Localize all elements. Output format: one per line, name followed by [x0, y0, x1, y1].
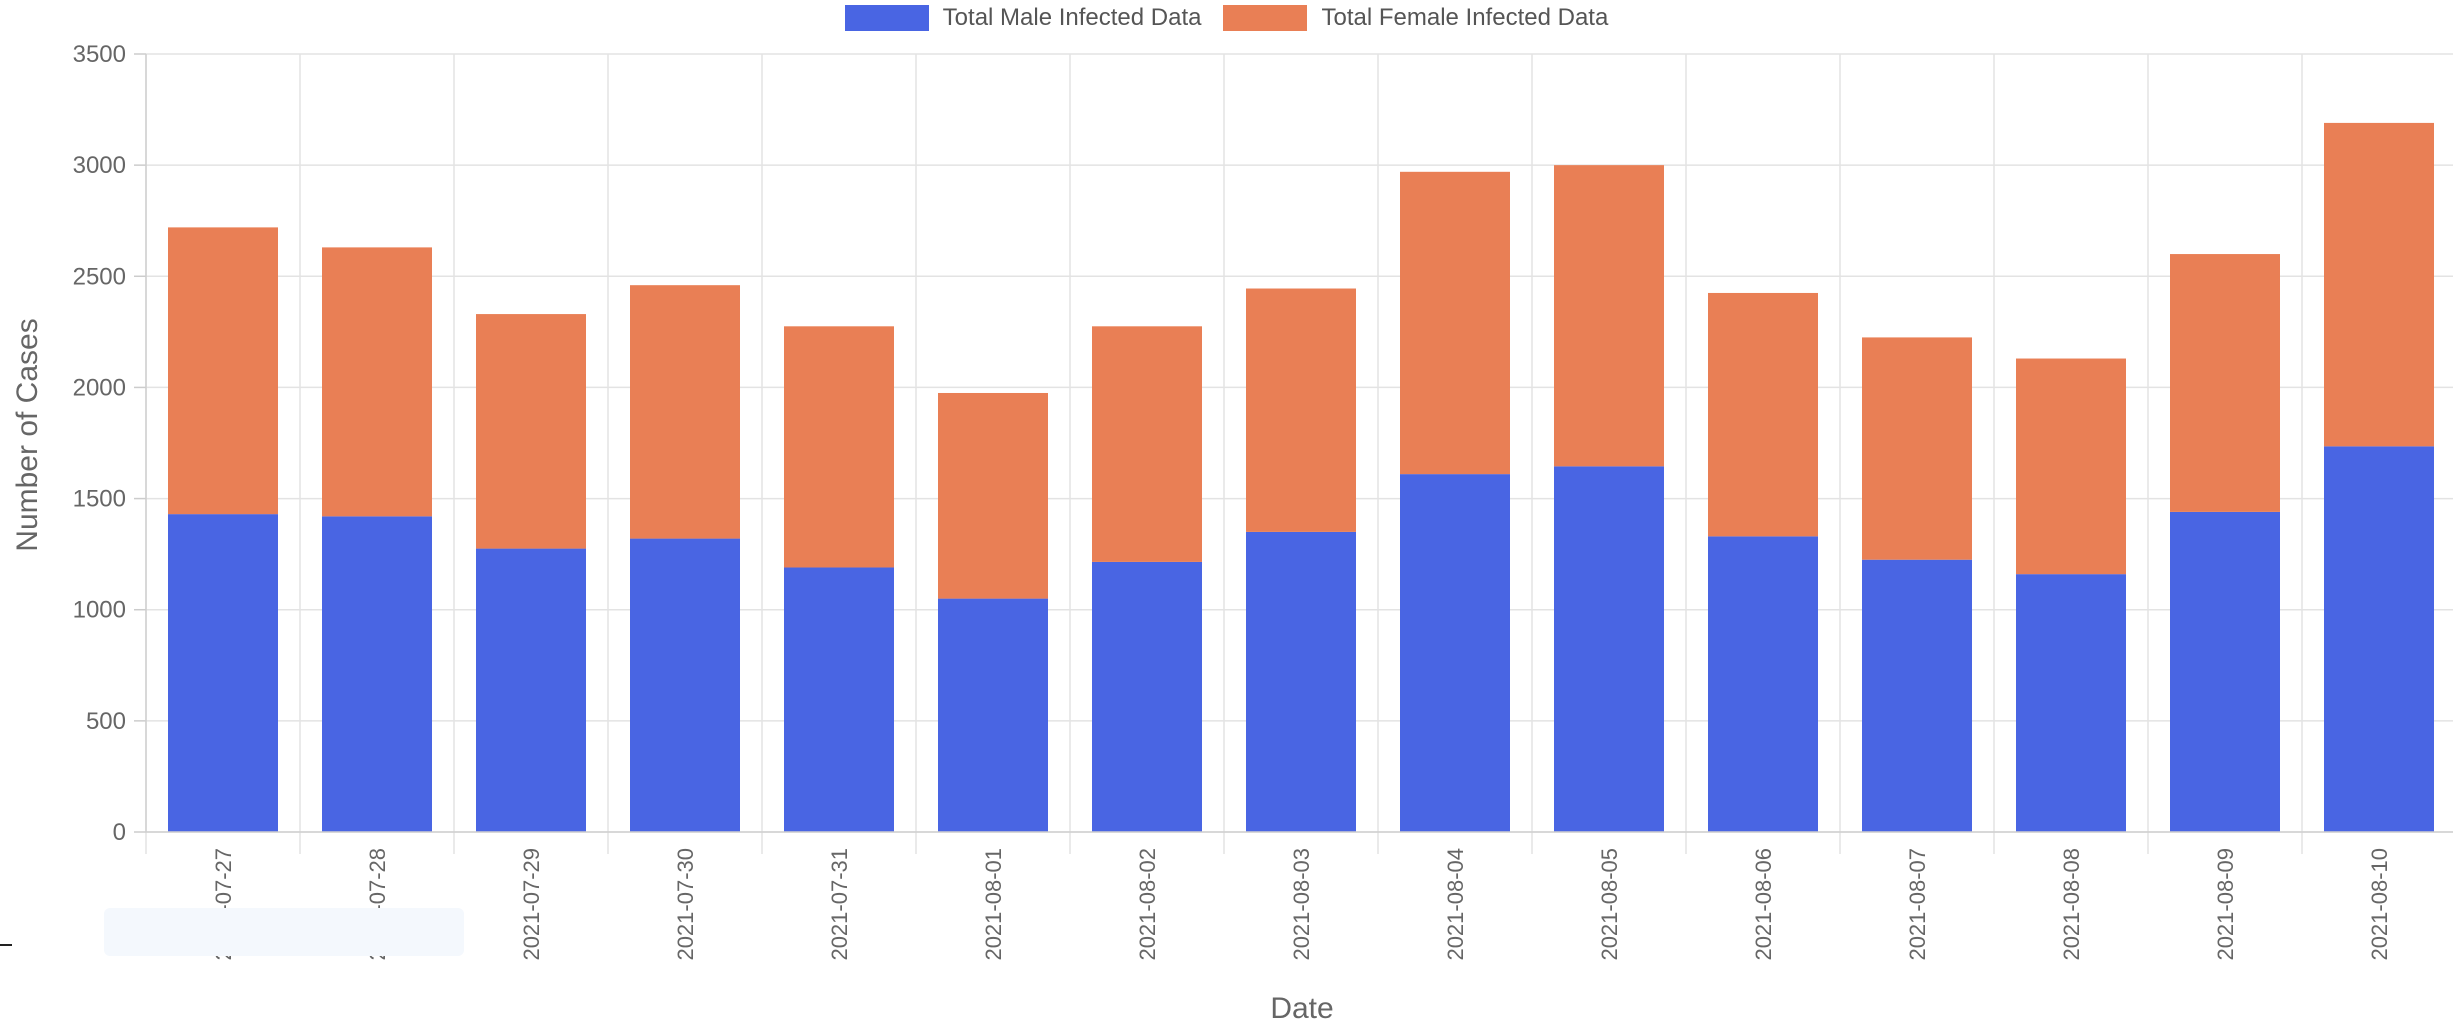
- bar-female[interactable]: [1708, 292, 1818, 537]
- bar-male[interactable]: [1246, 531, 1356, 832]
- x-axis-label: Date: [1270, 992, 1333, 1025]
- x-tick-label: 2021-08-03: [1289, 848, 1314, 961]
- bar-female[interactable]: [2324, 122, 2434, 447]
- legend-swatch-male: [844, 5, 929, 31]
- bar-female[interactable]: [630, 285, 740, 539]
- bar-female[interactable]: [1862, 337, 1972, 560]
- bar-male[interactable]: [784, 567, 894, 832]
- bar-male[interactable]: [1862, 559, 1972, 832]
- bar-male[interactable]: [2170, 511, 2280, 832]
- bar-male[interactable]: [476, 548, 586, 832]
- x-tick-label: 2021-07-31: [827, 848, 852, 961]
- legend-label-male: Total Male Infected Data: [942, 4, 1202, 31]
- y-tick-label: 1000: [73, 597, 126, 624]
- x-tick-label: 2021-08-08: [2059, 848, 2084, 961]
- legend-item-male[interactable]: Total Male Infected Data: [844, 4, 1202, 32]
- x-tick-label: 2021-08-01: [981, 848, 1006, 961]
- x-tick-label: 2021-08-02: [1135, 848, 1160, 961]
- bar-male[interactable]: [1708, 536, 1818, 832]
- bar-male[interactable]: [1400, 474, 1510, 832]
- bar-male[interactable]: [2324, 446, 2434, 832]
- x-tick-label: 2021-08-07: [1905, 848, 1930, 961]
- bar-male[interactable]: [630, 538, 740, 832]
- bar-female[interactable]: [2170, 254, 2280, 512]
- bar-female[interactable]: [1554, 165, 1664, 467]
- bar-female[interactable]: [322, 247, 432, 517]
- bar-male[interactable]: [938, 598, 1048, 832]
- y-tick-label: 2000: [73, 374, 126, 401]
- bar-female[interactable]: [1400, 171, 1510, 475]
- bar-female[interactable]: [938, 392, 1048, 599]
- legend-swatch-female: [1223, 5, 1308, 31]
- legend-item-female[interactable]: Total Female Infected Data: [1223, 4, 1608, 32]
- x-tick-label: 2021-07-29: [519, 848, 544, 961]
- y-tick-label: 3500: [73, 41, 126, 68]
- y-tick-label: 3000: [73, 152, 126, 179]
- bar-female[interactable]: [168, 227, 278, 515]
- bar-female[interactable]: [784, 326, 894, 568]
- y-tick-label: 0: [113, 819, 126, 846]
- x-tick-label: 2021-08-09: [2213, 848, 2238, 961]
- legend-label-female: Total Female Infected Data: [1321, 4, 1609, 31]
- faded-overlay-panel: [104, 908, 464, 956]
- bar-male[interactable]: [168, 514, 278, 832]
- x-tick-label: 2021-08-10: [2367, 848, 2392, 961]
- bar-male[interactable]: [1554, 466, 1664, 832]
- bar-male[interactable]: [2016, 574, 2126, 832]
- y-tick-label: 1500: [73, 486, 126, 513]
- y-tick-label: 2500: [73, 263, 126, 290]
- y-axis-label: Number of Cases: [11, 318, 44, 551]
- x-tick-label: 2021-08-06: [1751, 848, 1776, 961]
- bar-female[interactable]: [476, 314, 586, 549]
- legend: Total Male Infected Data Total Female In…: [0, 4, 2453, 32]
- bar-male[interactable]: [322, 516, 432, 832]
- edge-divider: [0, 944, 12, 946]
- x-tick-label: 2021-07-30: [673, 848, 698, 961]
- bar-female[interactable]: [2016, 358, 2126, 575]
- bar-male[interactable]: [1092, 561, 1202, 832]
- bar-female[interactable]: [1092, 326, 1202, 562]
- bars: [168, 122, 2434, 832]
- x-tick-label: 2021-08-05: [1597, 848, 1622, 961]
- y-tick-label: 500: [86, 708, 126, 735]
- bar-female[interactable]: [1246, 288, 1356, 532]
- x-tick-label: 2021-08-04: [1443, 848, 1468, 961]
